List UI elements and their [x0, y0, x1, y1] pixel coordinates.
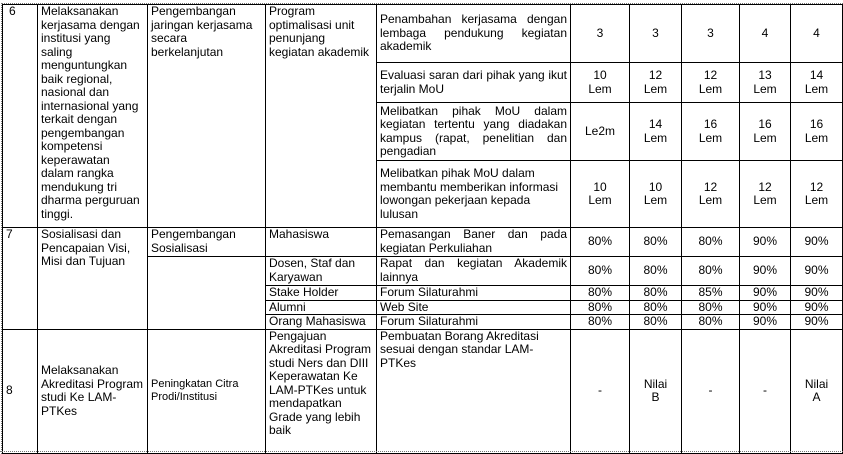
table-row: Melibatkan pihak MoU dalam membantu memb… [3, 160, 843, 228]
target-value: 14 Lem [790, 62, 843, 103]
target-value: 90% [739, 299, 791, 315]
target-value: 80% [629, 227, 682, 257]
table-row: Stake Holder Forum Silaturahmi 80% 80% 85% 90… [3, 285, 843, 301]
target-value: 16 Lem [790, 102, 843, 161]
target-group-cell: Orang Mahasiswa [265, 314, 377, 330]
target-value: 90% [790, 299, 843, 315]
indicator-cell: Penambahan kerjasama dengan lembaga pend… [376, 4, 571, 63]
target-value: - [681, 328, 740, 454]
target-value: 85% [681, 285, 740, 301]
indicator-cell: Melibatkan pihak MoU dalam kegiatan tert… [376, 102, 571, 161]
target-value: 80% [570, 227, 630, 257]
table-row: 7 Sosialisasi dan Pencapaian Visi, Misi d… [2, 227, 843, 330]
target-group-cell: Alumni [265, 299, 377, 315]
target-value: 12 Lem [790, 160, 843, 228]
target-value: 4 [790, 4, 843, 63]
indicator-cell: Pembuatan Borang Akreditasi sesuai denga… [376, 328, 571, 454]
target-value: 80% [629, 299, 682, 315]
target-value: 10 Lem [570, 160, 630, 228]
row-number: 7 [2, 227, 38, 330]
row-number: 8 [2, 328, 38, 454]
target-group-cell: Dosen, Staf dan Karyawan [265, 256, 377, 286]
indicator-cell: Melibatkan pihak MoU dalam membantu memb… [376, 160, 571, 228]
target-group-cell: Mahasiswa [265, 227, 377, 257]
target-value: 10 Lem [570, 62, 630, 103]
target-value: Le2m [570, 102, 630, 161]
target-value: 90% [790, 314, 843, 330]
target-value: 80% [681, 256, 740, 286]
table-row: Alumni Web Site 80% 80% 80% 90% 90% [3, 299, 843, 315]
target-value: 90% [739, 314, 791, 330]
target-value: 90% [739, 285, 791, 301]
target-value: 80% [681, 299, 740, 315]
target-value: 80% [681, 227, 740, 257]
target-value: 4 [739, 4, 791, 63]
objective-cell: Melaksanakan kerjasama dengan institusi … [37, 4, 148, 228]
target-value: 80% [629, 256, 682, 286]
strategy-cell-empty [147, 256, 266, 330]
program-cell: Pengajuan Akreditasi Program studi Ners … [265, 328, 377, 454]
target-value: 3 [570, 4, 630, 63]
target-value: 80% [629, 314, 682, 330]
target-value: 16 Lem [739, 102, 791, 161]
page-bottom-edge [0, 451, 843, 452]
target-value: 14 Lem [629, 102, 682, 161]
table-row: 8 Melaksanakan Akreditasi Program studi K… [2, 328, 843, 454]
target-value: 90% [739, 227, 791, 257]
indicator-cell: Evaluasi saran dari pihak yang ikut terj… [376, 62, 571, 103]
table-row: 6 Melaksanakan kerjasama dengan institusi… [2, 4, 843, 228]
indicator-cell: Web Site [376, 299, 571, 315]
target-value: 90% [739, 256, 791, 286]
indicator-cell: Forum Silaturahmi [376, 314, 571, 330]
target-value: 80% [570, 256, 630, 286]
target-value: 16 Lem [681, 102, 740, 161]
program-cell: Program optimalisasi unit penunjang kegi… [265, 4, 377, 228]
target-value: 80% [570, 299, 630, 315]
target-value: 12 Lem [739, 160, 791, 228]
target-value: 80% [570, 314, 630, 330]
target-value: Nilai A [790, 328, 843, 454]
target-value: Nilai B [629, 328, 682, 454]
target-value: 12 Lem [681, 62, 740, 103]
target-group-cell: Stake Holder [265, 285, 377, 301]
target-value: 80% [629, 285, 682, 301]
strategy-cell: Pengembangan jaringan kerjasama secara b… [147, 4, 266, 228]
objective-cell: Sosialisasi dan Pencapaian Visi, Misi da… [37, 227, 148, 330]
target-value: 12 Lem [629, 62, 682, 103]
target-value: 90% [790, 256, 843, 286]
target-value: 12 Lem [681, 160, 740, 228]
target-value: 3 [629, 4, 682, 63]
target-value: - [570, 328, 630, 454]
target-value: 80% [681, 314, 740, 330]
target-value: 13 Lem [739, 62, 791, 103]
table-row: Evaluasi saran dari pihak yang ikut terj… [3, 62, 843, 103]
document-page: 6 Melaksanakan kerjasama dengan institusi… [1, 3, 843, 454]
target-value: 10 Lem [629, 160, 682, 228]
strategy-cell: Pengembangan Sosialisasi [147, 227, 266, 257]
target-value: 90% [790, 285, 843, 301]
strategy-cell: Peningkatan Citra Prodi/Institusi [147, 328, 266, 454]
target-value: 80% [570, 285, 630, 301]
target-value: 90% [790, 227, 843, 257]
row-number: 6 [2, 4, 38, 228]
objective-cell: Melaksanakan Akreditasi Program studi Ke… [37, 328, 148, 454]
indicator-cell: Rapat dan kegiatan Akademik lainnya [376, 256, 571, 286]
target-value: - [739, 328, 791, 454]
strategic-plan-table: 6 Melaksanakan kerjasama dengan institusi… [2, 4, 843, 454]
indicator-cell: Pemasangan Baner dan pada kegiatan Perku… [376, 227, 571, 257]
indicator-cell: Forum Silaturahmi [376, 285, 571, 301]
target-value: 3 [681, 4, 740, 63]
